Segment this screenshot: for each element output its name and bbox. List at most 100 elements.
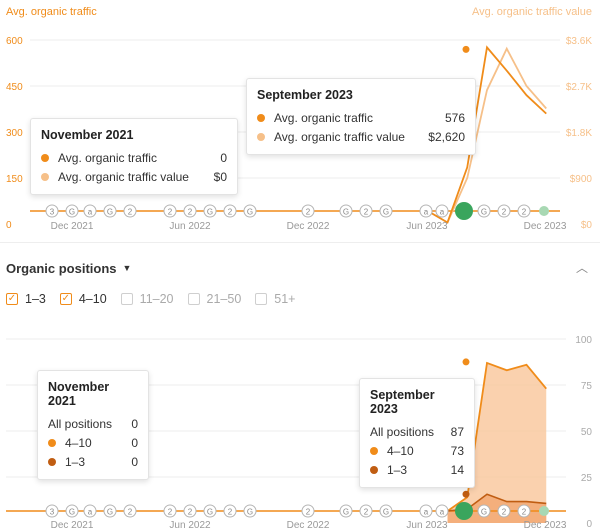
annotation-marker-icon (123, 504, 137, 518)
tooltip-value: 576 (444, 110, 465, 125)
filter-top-1-3[interactable]: ✓ 1–3 (6, 292, 46, 306)
highlight-marker-icon (455, 502, 473, 520)
checkbox-unchecked-icon[interactable] (120, 293, 133, 305)
annotation-marker-icon (103, 504, 117, 518)
annotation-marker-label: 2 (502, 208, 507, 217)
right-tick: $1.8K (566, 128, 592, 139)
annotation-marker-icon (517, 504, 531, 518)
traffic-value-dot-icon (41, 172, 49, 181)
x-tick-label: Dec 2023 (524, 520, 567, 531)
top-1-3-dot-icon (48, 457, 56, 466)
annotation-marker-label: 3 (50, 208, 55, 217)
right-tick: 100 (575, 335, 592, 346)
chevron-down-icon[interactable]: ▼ (122, 263, 132, 273)
annotation-marker-label: 2 (188, 208, 193, 217)
tooltip-row: 4–10 0 (48, 433, 138, 452)
annotation-marker-icon (477, 504, 491, 518)
organic-positions-header[interactable]: Organic positions ▼ ︿ (6, 258, 594, 278)
right-ticks: 100 75 50 25 0 (575, 335, 592, 530)
annotation-marker-label: 2 (168, 208, 173, 217)
section-divider (0, 242, 600, 243)
annotation-marker-label: a (440, 508, 445, 517)
series-4-10-line (446, 361, 547, 512)
tooltip-row: Avg. organic traffic value $0 (41, 167, 227, 186)
right-ticks: $3.6K $2.7K $1.8K $900 $0 (566, 36, 593, 231)
annotation-marker-label: 2 (522, 208, 527, 217)
chevron-up-icon[interactable]: ︿ (575, 261, 588, 275)
top-4-10-dot-icon (48, 438, 56, 447)
tooltip-title: September 2023 (257, 88, 353, 102)
annotation-marker-label: 2 (128, 508, 133, 517)
filter-top-11-20[interactable]: 11–20 (120, 292, 174, 306)
tooltip-november-2021-traffic: November 2021 Avg. organic traffic 0 Avg… (30, 118, 238, 195)
tooltip-row: 4–10 73 (370, 441, 464, 460)
annotation-marker-icon (379, 204, 393, 218)
right-tick: $2.7K (566, 82, 592, 93)
annotation-marker-label: a (424, 208, 429, 217)
annotation-marker-label: 2 (228, 208, 233, 217)
annotation-marker-icon (45, 204, 59, 218)
checkbox-unchecked-icon[interactable] (255, 293, 268, 305)
filter-top-51-plus[interactable]: 51+ (255, 292, 296, 306)
right-tick: 0 (586, 519, 592, 530)
tooltip-label: Avg. organic traffic (58, 150, 157, 165)
tooltip-row: Avg. organic traffic 0 (41, 148, 227, 167)
x-tick-label: Dec 2021 (51, 221, 94, 232)
annotation-marker-icon (83, 204, 97, 218)
annotation-marker-label: a (440, 208, 445, 217)
annotation-marker-icon (301, 204, 315, 218)
end-marker-icon (539, 506, 549, 516)
tooltip-row: 1–3 0 (48, 452, 138, 471)
x-tick-label: Jun 2022 (169, 221, 211, 232)
annotation-marker-icon (223, 504, 237, 518)
x-tick-label: Dec 2021 (51, 520, 94, 531)
annotation-marker-label: G (481, 208, 487, 217)
tooltip-title: November 2021 (48, 380, 110, 408)
x-tick-label: Jun 2022 (169, 520, 211, 531)
traffic-dot-icon (41, 153, 49, 162)
filter-label: 1–3 (25, 292, 46, 306)
filter-top-4-10[interactable]: ✓ 4–10 (59, 292, 107, 306)
left-ticks: 600 450 300 150 0 (6, 36, 23, 231)
annotation-marker-label: 2 (522, 508, 527, 517)
annotation-marker-icon (301, 504, 315, 518)
tooltip-label: Avg. organic traffic value (58, 169, 189, 184)
tooltip-label: All positions (370, 424, 435, 439)
annotation-marker-icon (203, 504, 217, 518)
annotation-marker-icon (339, 204, 353, 218)
annotation-marker-label: 2 (502, 508, 507, 517)
tooltip-label: 4–10 (65, 435, 92, 450)
annotation-marker-icon (243, 204, 257, 218)
tooltip-title: November 2021 (41, 128, 134, 142)
annotation-marker-icon (163, 504, 177, 518)
tooltip-september-2023-traffic: September 2023 Avg. organic traffic 576 … (246, 78, 476, 155)
checkbox-checked-icon[interactable]: ✓ (59, 293, 72, 305)
top-1-3-dot-icon (370, 465, 378, 474)
annotation-marker-label: G (107, 208, 113, 217)
checkbox-checked-icon[interactable]: ✓ (6, 293, 18, 305)
annotation-marker-label: 2 (188, 508, 193, 517)
annotation-marker-icon (83, 504, 97, 518)
right-tick: 75 (581, 381, 593, 392)
annotation-marker-label: a (424, 508, 429, 517)
right-tick: $3.6K (566, 36, 592, 47)
right-tick: 25 (581, 473, 593, 484)
checkbox-unchecked-icon[interactable] (187, 293, 200, 305)
filter-top-21-50[interactable]: 21–50 (187, 292, 241, 306)
series-1-3-point (462, 490, 470, 498)
annotation-marker-icon (65, 204, 79, 218)
tooltip-value: $0 (213, 169, 227, 184)
annotation-marker-label: a (88, 208, 93, 217)
filter-label: 11–20 (139, 292, 174, 306)
right-tick: $0 (581, 220, 593, 231)
section-title: Organic positions (6, 260, 117, 276)
tooltip-title: September 2023 (370, 388, 435, 416)
annotation-marker-icon (419, 504, 433, 518)
annotation-marker-label: 2 (306, 208, 311, 217)
annotation-marker-label: a (88, 508, 93, 517)
left-tick: 600 (6, 36, 23, 47)
annotation-marker-label: 2 (364, 208, 369, 217)
annotation-marker-label: G (207, 208, 213, 217)
top-4-10-dot-icon (370, 446, 378, 455)
annotation-marker-label: 3 (50, 508, 55, 517)
